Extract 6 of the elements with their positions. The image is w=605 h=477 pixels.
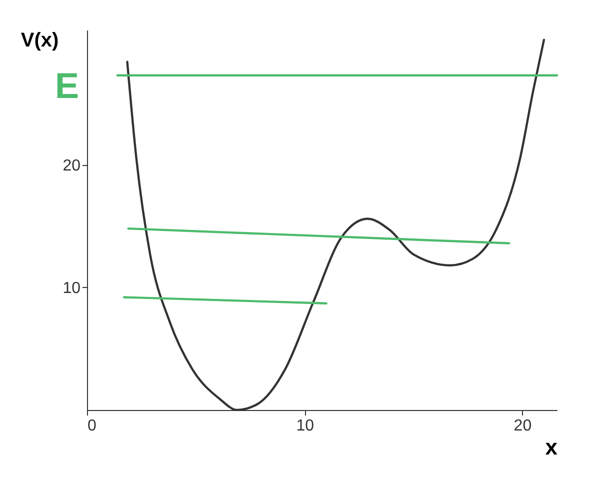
x-axis-title: x: [545, 434, 558, 460]
text: E: [54, 65, 79, 106]
y-axis-title: V(x): [20, 30, 59, 52]
x-tick-label: 10: [296, 418, 314, 434]
x-tick-label: 20: [514, 418, 532, 434]
x-tick-label: 0: [88, 418, 96, 434]
